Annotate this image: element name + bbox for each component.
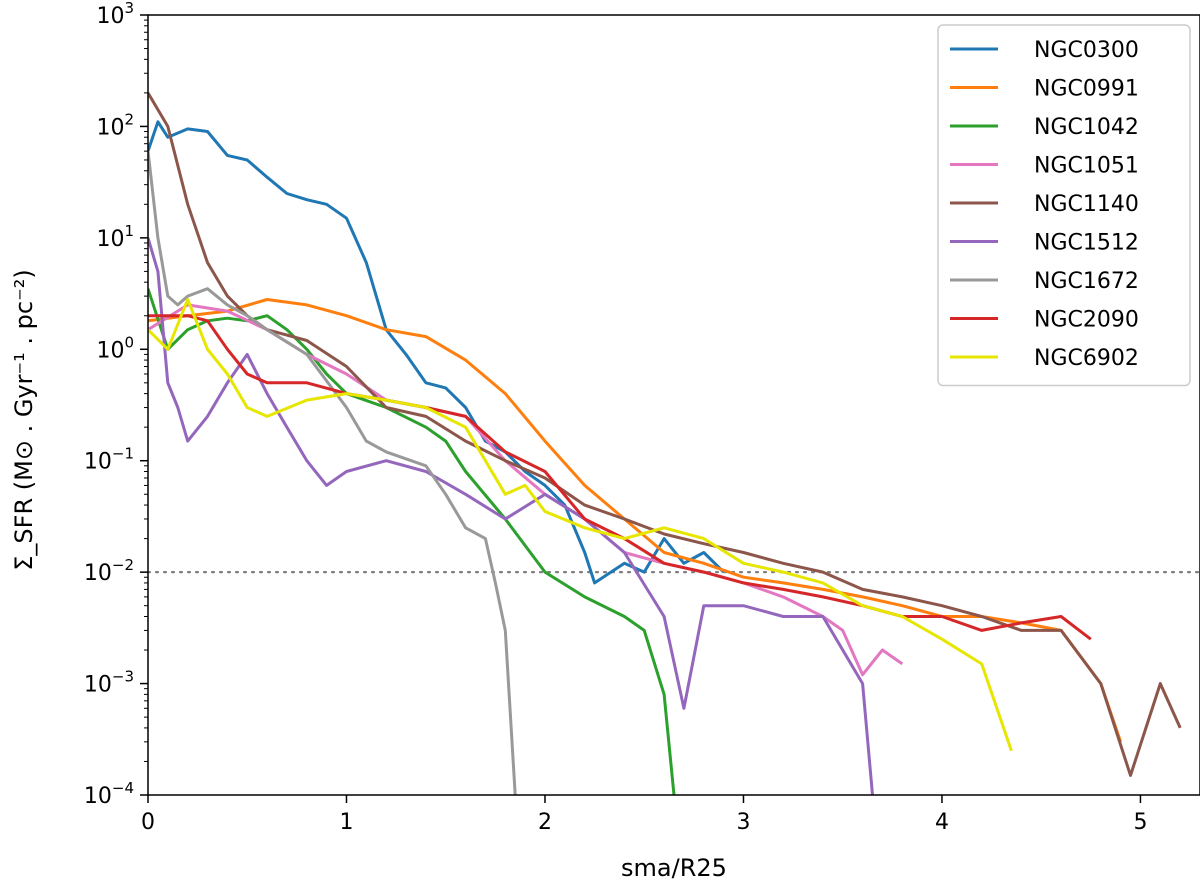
legend-label: NGC1512: [1034, 231, 1139, 256]
series-line-ngc1051: [148, 303, 904, 677]
x-tick-label: 3: [736, 810, 750, 835]
legend-label: NGC0300: [1034, 38, 1139, 63]
x-tick-label: 5: [1133, 810, 1147, 835]
y-tick-label: 103: [96, 0, 134, 29]
series-line-ngc0991: [148, 298, 1123, 743]
y-tick-label: 10−4: [84, 779, 134, 809]
y-axis-label: Σ_SFR (M⊙ . Gyr⁻¹ . pc⁻²): [10, 269, 38, 571]
x-axis-label: sma/R25: [621, 854, 727, 882]
x-tick-label: 1: [339, 810, 353, 835]
x-axis: 0 1 2 3 4 5: [141, 795, 1147, 835]
y-axis: 10−4 10−3 10−2 10−1 100 101 102 103: [84, 0, 148, 809]
plot-frame: [147, 14, 1200, 796]
x-tick-label: 4: [935, 810, 949, 835]
legend-label: NGC6902: [1034, 346, 1139, 371]
legend-label: NGC2090: [1034, 308, 1139, 333]
series-line-ngc0300: [148, 120, 725, 585]
y-tick-label: 101: [96, 222, 134, 252]
legend-label: NGC1672: [1034, 269, 1139, 294]
x-tick-label: 2: [538, 810, 552, 835]
series-line-ngc1672: [148, 150, 517, 795]
legend-label: NGC0991: [1034, 77, 1139, 102]
series-layer: [148, 92, 1182, 795]
series-line-ngc6902: [148, 298, 1013, 752]
y-tick-label: 102: [96, 110, 134, 140]
y-tick-label: 100: [96, 333, 134, 363]
legend-label: NGC1140: [1034, 192, 1139, 217]
legend-box: [937, 24, 1191, 387]
series-line-ngc2090: [148, 314, 1092, 641]
x-tick-label: 0: [141, 810, 155, 835]
legend-label: NGC1042: [1034, 115, 1139, 140]
legend-label: NGC1051: [1034, 154, 1139, 179]
series-line-ngc1512: [148, 237, 874, 795]
y-tick-label: 10−2: [84, 556, 134, 586]
legend: NGC0300 NGC0991 NGC1042 NGC1051 NGC1140 NGC15…: [937, 24, 1191, 387]
y-tick-label: 10−3: [84, 668, 134, 698]
series-line-ngc1042: [148, 288, 676, 795]
y-tick-label: 10−1: [84, 445, 134, 475]
